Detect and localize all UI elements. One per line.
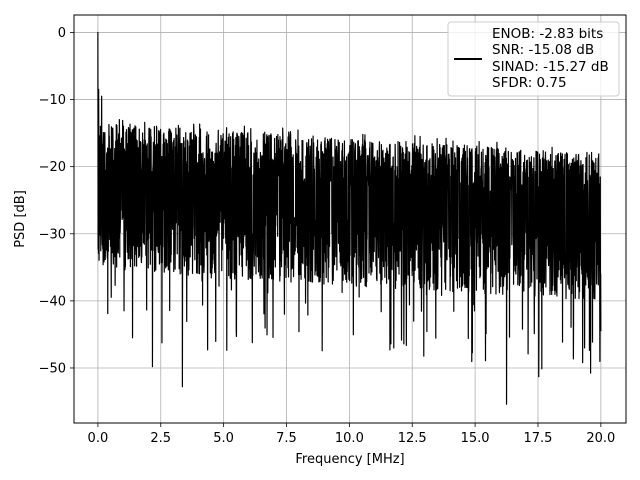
x-tick-label: 5.0 (213, 431, 234, 446)
y-tick-label: −30 (39, 227, 66, 242)
y-axis-label: PSD [dB] (13, 190, 28, 248)
legend-line-1: ENOB: -2.83 bits (492, 26, 603, 42)
x-tick-label: 17.5 (524, 431, 553, 446)
x-tick-label: 7.5 (276, 431, 297, 446)
x-tick-label: 0.0 (88, 431, 109, 446)
psd-series-line (97, 31, 602, 405)
x-tick-label: 2.5 (150, 431, 171, 446)
y-tick-label: −40 (39, 294, 66, 309)
legend-box (447, 21, 620, 97)
legend-line-4: SFDR: 0.75 (492, 75, 567, 91)
legend-line-2: SNR: -15.08 dB (492, 42, 594, 58)
x-axis-label: Frequency [MHz] (295, 452, 404, 467)
x-axis: 0.0 2.5 5.0 7.5 10.0 12.5 15.0 17.5 20.0 (88, 423, 615, 446)
y-tick-label: −50 (39, 361, 66, 376)
x-tick-label: 12.5 (398, 431, 427, 446)
x-tick-label: 15.0 (461, 431, 490, 446)
x-tick-label: 20.0 (586, 431, 615, 446)
y-tick-label: −20 (39, 160, 66, 175)
plot-area (97, 31, 602, 405)
axes-frame (73, 14, 627, 424)
legend: ENOB: -2.83 bits SNR: -15.08 dB SINAD: -… (447, 21, 620, 97)
legend-line-3: SINAD: -15.27 dB (492, 59, 609, 75)
y-tick-label: 0 (58, 26, 66, 41)
y-tick-label: −10 (39, 93, 66, 108)
y-axis: 0 −10 −20 −30 −40 −50 (39, 26, 74, 376)
x-tick-label: 10.0 (335, 431, 364, 446)
